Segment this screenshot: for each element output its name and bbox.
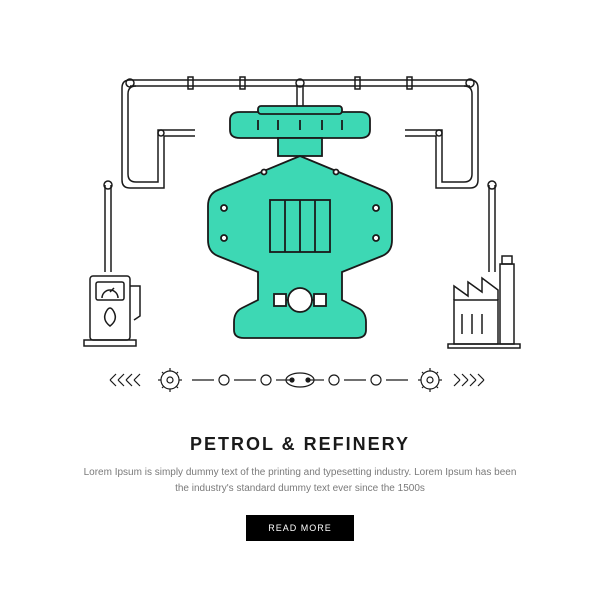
read-more-button[interactable]: READ MORE: [246, 515, 354, 541]
petrol-refinery-illustration: [0, 0, 600, 420]
fuel-pump-icon: [84, 276, 140, 346]
factory-icon: [448, 256, 520, 348]
decoration-row: [110, 368, 484, 392]
engine-icon: [208, 106, 392, 338]
page-title: PETROL & REFINERY: [190, 434, 410, 455]
page-subtitle: Lorem Ipsum is simply dummy text of the …: [80, 465, 520, 497]
